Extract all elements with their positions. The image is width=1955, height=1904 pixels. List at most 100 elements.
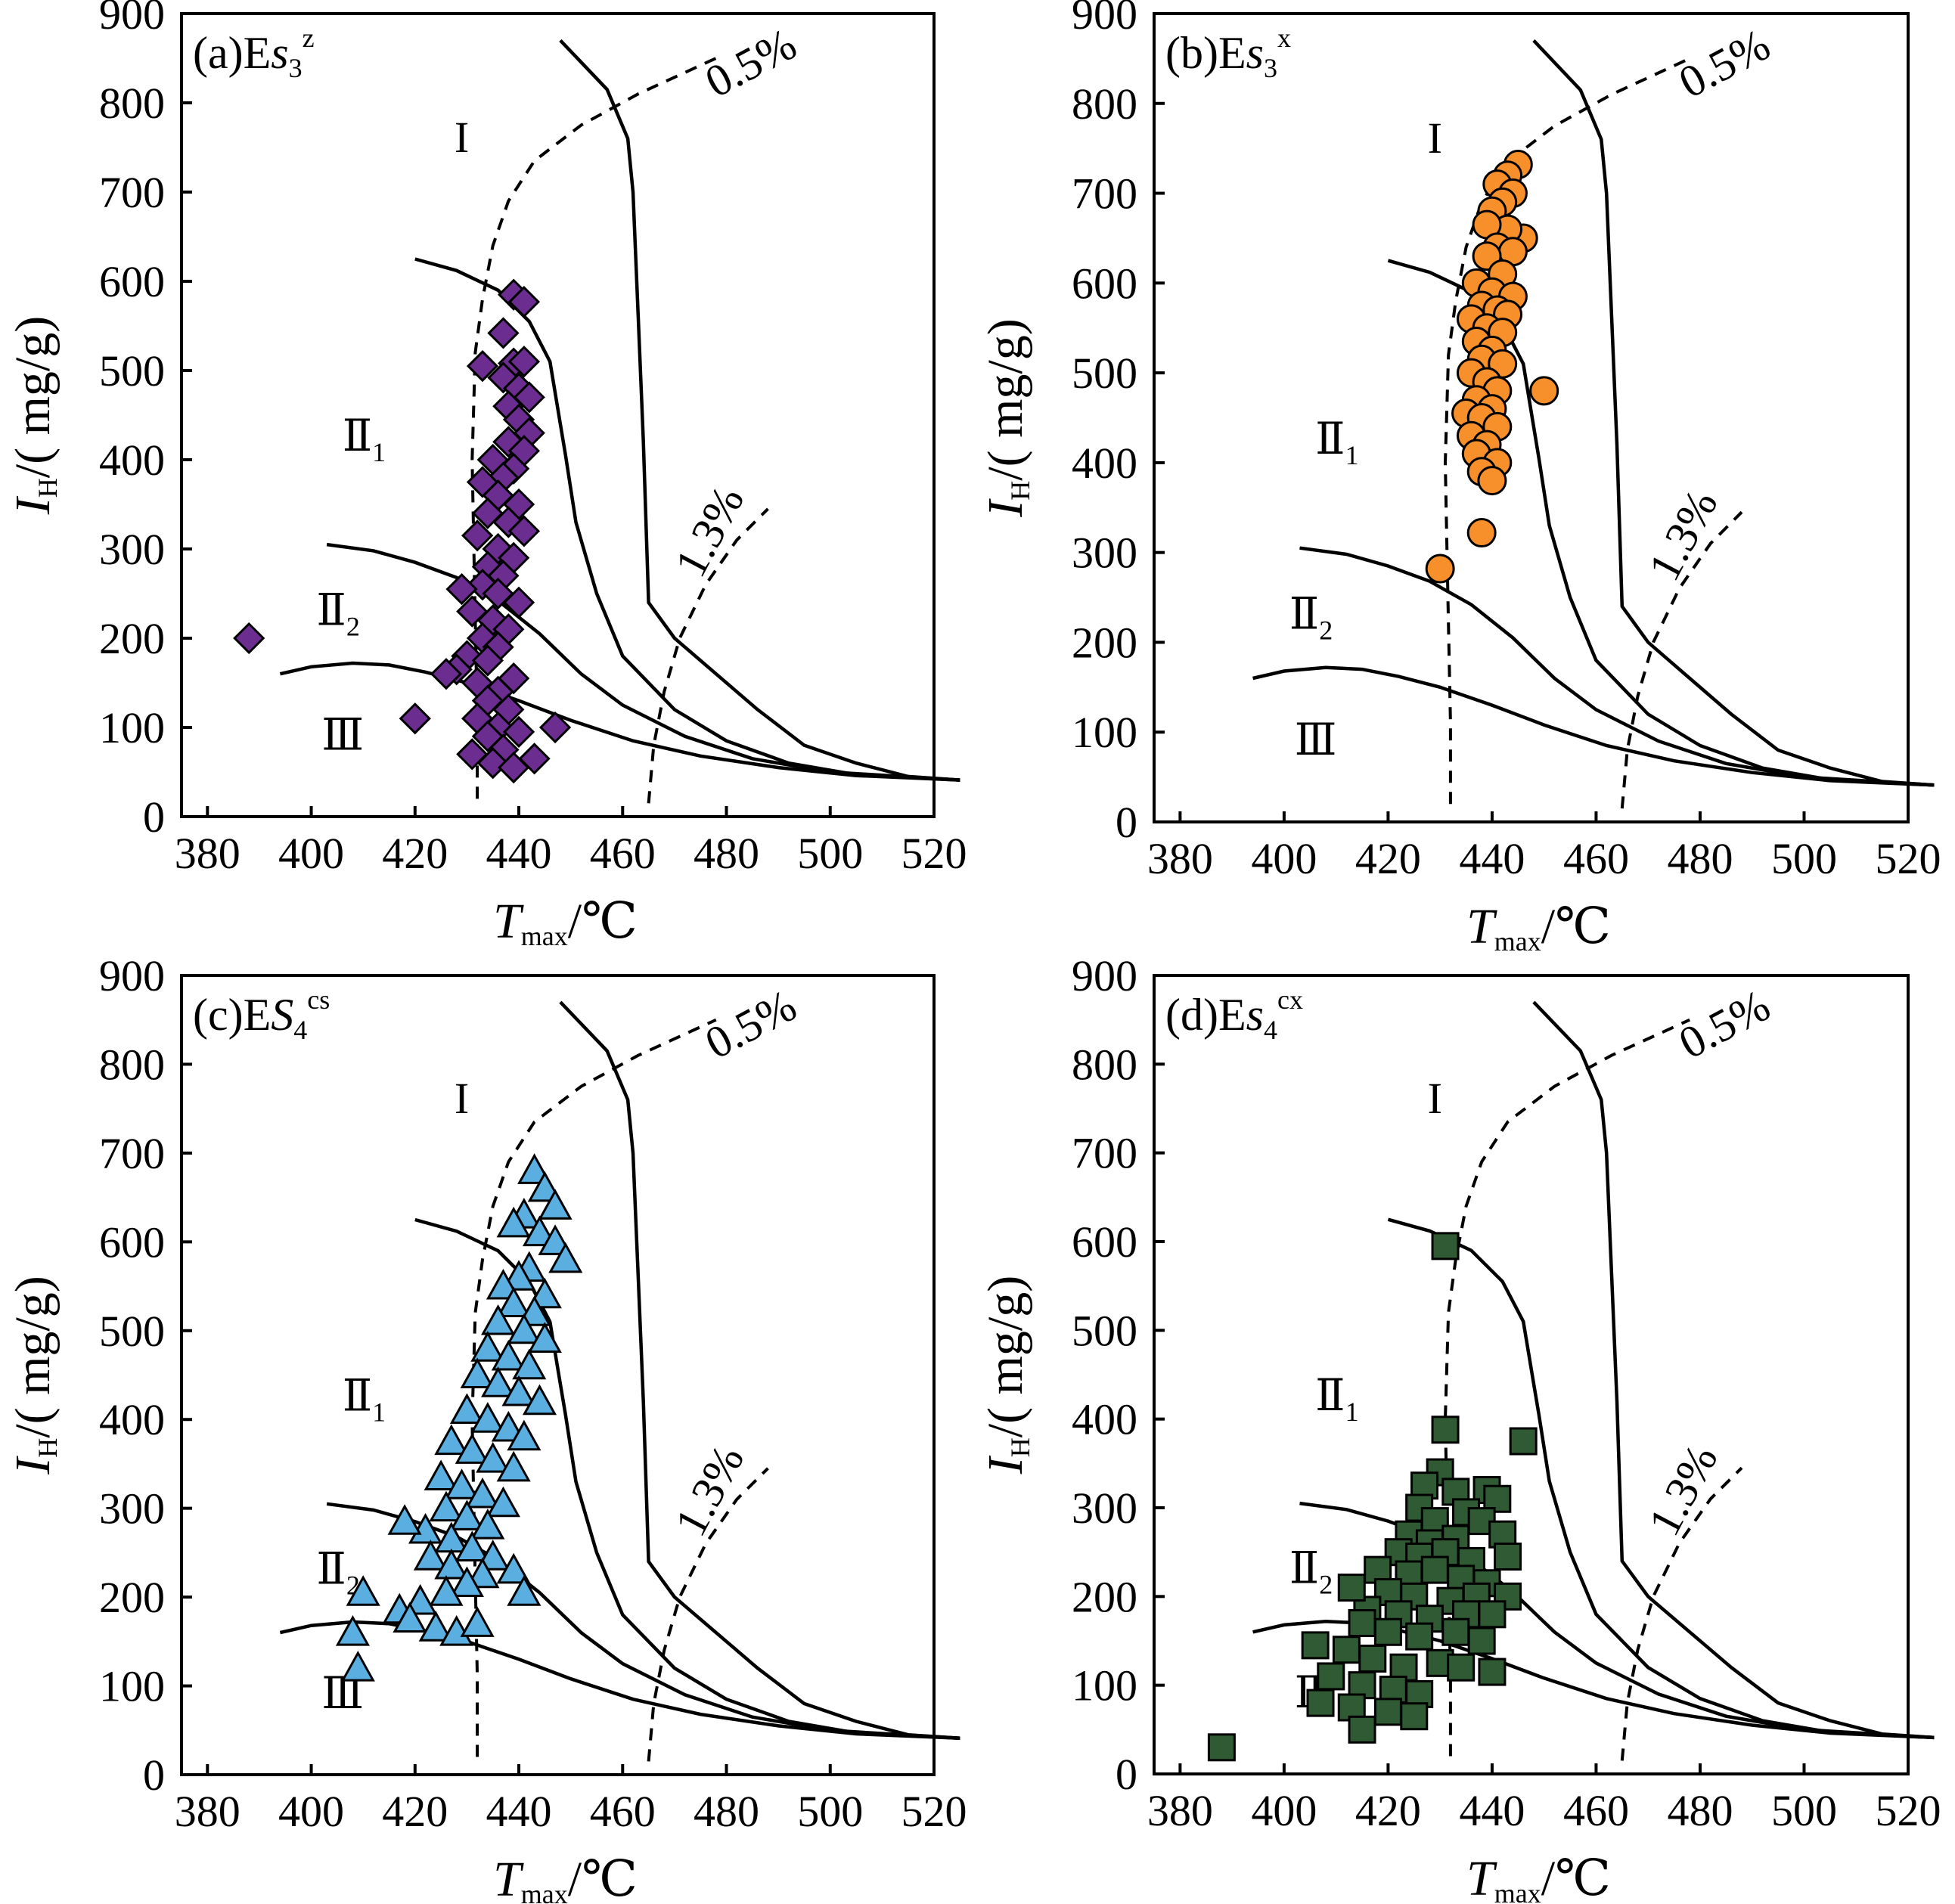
- data-point: [1337, 1574, 1366, 1602]
- x-tick-label: 440: [486, 829, 552, 878]
- data-point: [434, 1548, 469, 1580]
- y-tick-label: 100: [1072, 1661, 1137, 1710]
- data-point: [1373, 1698, 1402, 1726]
- data-point: [527, 1171, 562, 1202]
- ro-line-1-3: [1620, 1466, 1743, 1761]
- y-tick-label: 100: [1072, 708, 1137, 757]
- data-point: [470, 1402, 505, 1433]
- y-tick-label: 700: [1072, 169, 1137, 219]
- zone-label-I: I: [1428, 113, 1442, 163]
- ro-label-high: 1.3%: [1639, 482, 1727, 588]
- kerogen-boundary-II2: [1299, 546, 1935, 787]
- y-tick-label: 900: [99, 0, 165, 39]
- y-tick-label: 0: [1116, 798, 1137, 847]
- zone-label-II2: Ⅱ2: [316, 585, 359, 641]
- data-point: [481, 1366, 516, 1397]
- y-tick-label: 900: [99, 951, 165, 1000]
- y-axis-subscript: H: [1005, 481, 1035, 501]
- data-point: [548, 1242, 583, 1273]
- data-point: [1348, 1715, 1376, 1744]
- chart-panel-c: 380 400 420 440 460 480 500 520 0 100 200 300 400 500…: [5, 951, 967, 1904]
- x-tick-label: 380: [1147, 834, 1213, 883]
- ro-label-low: 0.5%: [1671, 19, 1777, 107]
- x-tick-label: 380: [175, 829, 240, 878]
- plot-frame: [1153, 974, 1910, 1775]
- kerogen-boundary-II2: [1299, 1501, 1935, 1740]
- panel-title: (d)Es4cx: [1165, 985, 1303, 1045]
- y-tick-label: 500: [99, 346, 165, 395]
- y-tick-label: 400: [99, 1395, 165, 1444]
- y-tick-label: 0: [1116, 1750, 1137, 1799]
- ro-label-high: 1.3%: [665, 1437, 753, 1544]
- y-tick-label: 600: [1072, 1217, 1137, 1267]
- panel-title: (c)ES4cs: [193, 985, 330, 1045]
- y-axis-symbol: I: [5, 495, 61, 515]
- y-tick-label: 200: [1072, 618, 1137, 667]
- x-tick-label: 420: [382, 829, 448, 878]
- data-point: [387, 1504, 422, 1535]
- data-point: [476, 1540, 510, 1571]
- data-point: [340, 1650, 375, 1682]
- x-tick-label: 440: [1459, 834, 1525, 883]
- ro-line-1-3: [647, 1467, 769, 1762]
- data-point: [1425, 554, 1455, 584]
- zone-label-I: I: [455, 113, 469, 162]
- x-axis-symbol: T: [493, 894, 524, 949]
- x-tick-label: 480: [1667, 1786, 1733, 1835]
- kerogen-boundary-I: [559, 1000, 960, 1741]
- data-point: [1306, 1688, 1335, 1717]
- kerogen-boundary-I: [1532, 39, 1935, 787]
- x-tick-label: 420: [1355, 1786, 1421, 1835]
- data-point: [507, 286, 541, 318]
- x-tick-label: 380: [175, 1787, 240, 1836]
- x-tick-label: 380: [1147, 1786, 1213, 1835]
- ro-line-1-3: [647, 507, 769, 804]
- x-tick-label: 460: [590, 829, 656, 878]
- zone-label-II2: Ⅱ2: [316, 1544, 359, 1600]
- zone-label-I: I: [455, 1074, 469, 1123]
- x-axis-unit: /℃: [568, 894, 638, 949]
- x-tick-label: 480: [1667, 834, 1733, 883]
- y-tick-label: 100: [99, 703, 165, 752]
- ro-label-high: 1.3%: [1639, 1437, 1727, 1543]
- x-axis-unit: /℃: [1541, 1851, 1611, 1904]
- chart-panel-a: 380 400 420 440 460 480 500 520 0 100 200 300 400 500…: [5, 0, 967, 951]
- data-point: [476, 747, 509, 780]
- x-axis-title: Tmax/℃: [493, 1852, 638, 1904]
- data-point: [487, 317, 520, 349]
- data-point: [346, 1575, 380, 1606]
- ro-line-1-3: [1620, 510, 1743, 809]
- x-tick-label: 400: [1251, 1786, 1317, 1835]
- y-tick-label: 0: [143, 792, 165, 842]
- data-point: [1420, 1555, 1449, 1584]
- x-tick-label: 460: [590, 1787, 656, 1836]
- data-point: [429, 1575, 464, 1606]
- data-point: [507, 1575, 542, 1606]
- data-point: [413, 1540, 448, 1571]
- x-tick-label: 500: [1771, 834, 1837, 883]
- y-axis-symbol: I: [5, 1456, 61, 1475]
- x-tick-label: 520: [901, 829, 967, 878]
- y-tick-label: 500: [1072, 349, 1137, 398]
- data-point: [445, 572, 478, 606]
- data-point: [518, 743, 551, 775]
- y-axis-unit: /( mg/g): [978, 1276, 1033, 1437]
- data-point: [465, 1477, 500, 1509]
- x-tick-label: 480: [694, 1787, 759, 1836]
- data-point: [502, 715, 535, 749]
- plot-frame: [180, 974, 936, 1776]
- y-tick-label: 800: [99, 1040, 165, 1089]
- y-tick-label: 700: [1072, 1129, 1137, 1178]
- y-tick-label: 800: [99, 79, 165, 128]
- y-axis-title: IH/( mg/g): [978, 1276, 1035, 1475]
- data-point: [466, 349, 499, 383]
- kerogen-boundary-III: [279, 661, 960, 782]
- data-point: [470, 1509, 505, 1540]
- y-tick-label: 300: [99, 525, 165, 574]
- data-point: [461, 519, 494, 552]
- data-point: [460, 1606, 495, 1637]
- y-tick-label: 300: [1072, 1484, 1137, 1533]
- x-axis-unit: /℃: [568, 1852, 638, 1904]
- y-axis-title: IH/( mg/g): [978, 318, 1035, 517]
